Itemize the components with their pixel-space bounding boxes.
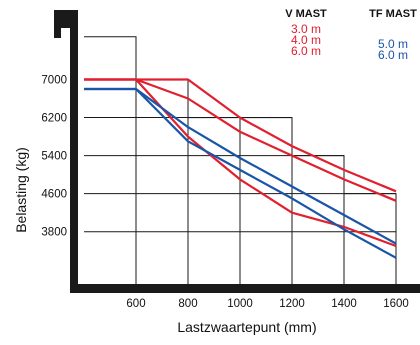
x-tick-label: 1200 [279,298,305,310]
y-tick-label: 4600 [41,189,67,201]
fork-silhouette [54,10,420,293]
fork-shank [54,10,78,293]
legend-v-mast-value: 6.0 m [291,44,321,58]
y-axis-title: Belasting (kg) [13,147,29,233]
series-line-tf-5 [84,87,397,259]
series-line-v-3 [84,78,397,248]
legend-v-mast-values: 3.0 m4.0 m6.0 m [291,22,321,58]
legend-v-mast-value: 3.0 m [291,22,321,36]
x-tick-label: 1000 [227,298,253,310]
y-tick-label: 7000 [41,75,67,87]
legend-tf-mast-value: 6.0 m [378,48,408,62]
x-tick-label: 1600 [383,298,409,310]
legend-tf-mast-value: 5.0 m [378,37,408,51]
legend-tf-mast-values: 5.0 m6.0 m [378,37,408,62]
y-tick-labels: 7000 6200 5400 4600 3800 [41,75,67,239]
legend-tf-mast-header: TF MAST [369,8,417,20]
legend-v-mast-header: V MAST [285,8,327,20]
x-axis-title: Lastzwaartepunt (mm) [177,319,316,335]
legend-v-mast-value: 4.0 m [291,33,321,47]
x-tick-labels: 600 800 1000 1200 1400 1600 [126,298,408,310]
legend: V MAST TF MAST 3.0 m4.0 m6.0 m 5.0 m6.0 … [285,8,417,62]
series-layer [84,78,397,259]
x-tick-label: 600 [126,298,145,310]
x-tick-label: 1400 [331,298,357,310]
grid [84,36,397,284]
fork-blade [70,284,420,293]
x-tick-label: 800 [178,298,197,310]
y-tick-label: 5400 [41,151,67,163]
y-tick-label: 3800 [41,227,67,239]
y-tick-label: 6200 [41,113,67,125]
